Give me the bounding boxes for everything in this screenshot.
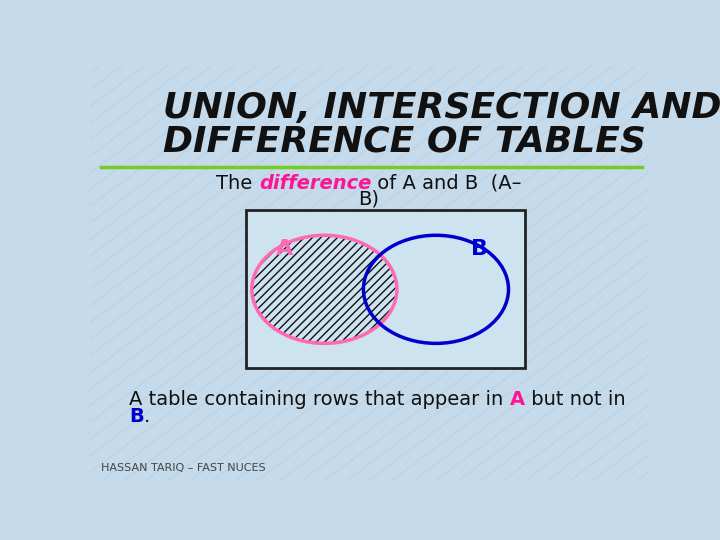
Text: difference: difference [258, 174, 372, 193]
Text: A: A [276, 239, 293, 259]
Text: The: The [216, 174, 258, 193]
Text: UNION, INTERSECTION AND: UNION, INTERSECTION AND [163, 91, 720, 125]
Text: .: . [144, 407, 150, 426]
Text: B: B [129, 407, 144, 426]
Bar [246, 210, 526, 368]
Text: B: B [471, 239, 488, 259]
Text: DIFFERENCE OF TABLES: DIFFERENCE OF TABLES [163, 125, 645, 159]
Text: HASSAN TARIQ – FAST NUCES: HASSAN TARIQ – FAST NUCES [101, 463, 266, 473]
Text: of A and B  (A–: of A and B (A– [372, 174, 522, 193]
Text: A: A [510, 390, 525, 409]
Text: but not in: but not in [525, 390, 625, 409]
Text: B): B) [359, 189, 379, 208]
Text: A table containing rows that appear in: A table containing rows that appear in [129, 390, 510, 409]
